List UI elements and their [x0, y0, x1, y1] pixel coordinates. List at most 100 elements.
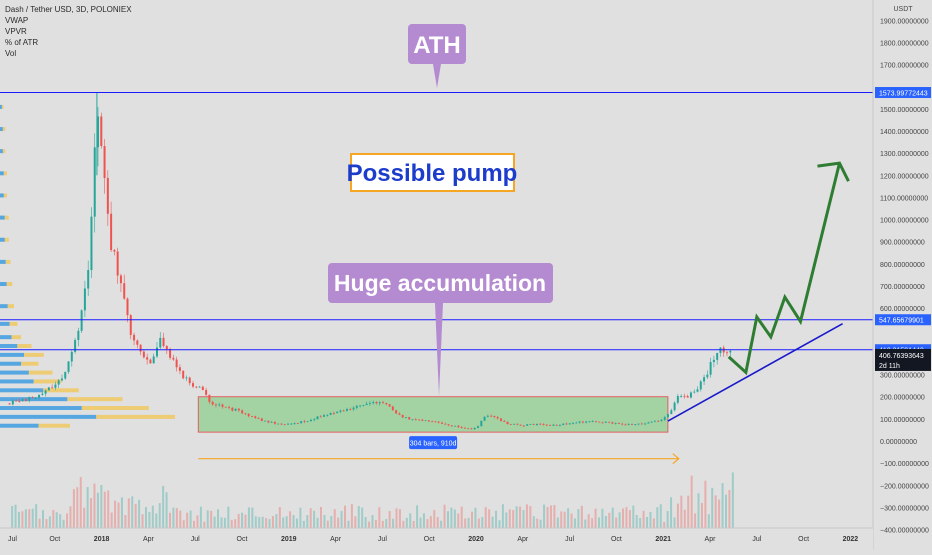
volume-bar	[203, 521, 206, 528]
candle-body	[15, 400, 18, 402]
volume-bar	[172, 507, 175, 528]
candle-body	[290, 423, 293, 425]
volume-bar	[11, 506, 14, 528]
volume-bar	[21, 511, 24, 528]
volume-bar	[539, 519, 542, 528]
candle-body	[116, 251, 119, 276]
accumulation-zone-box[interactable]	[197, 396, 669, 433]
projection-path[interactable]	[727, 162, 841, 376]
indicator-vpvr[interactable]: VPVR	[5, 27, 27, 36]
volume-bar	[580, 505, 583, 528]
candle-body	[594, 421, 597, 422]
candle-body	[414, 419, 417, 421]
candle-body	[480, 420, 483, 427]
candle-body	[214, 404, 217, 406]
volume-bar	[371, 515, 374, 528]
volume-bar	[31, 508, 34, 528]
time-axis-background	[0, 528, 873, 550]
volume-bar	[28, 509, 31, 528]
price-tick-label: −400.00000000	[880, 528, 929, 535]
candle-body	[470, 428, 473, 430]
indicator-atr[interactable]: % of ATR	[5, 38, 39, 47]
accumulation-callout-text: Huge accumulation	[334, 270, 546, 296]
volume-profile-bar-down	[3, 171, 7, 176]
candle-body	[80, 310, 83, 331]
indicator-vwap[interactable]: VWAP	[5, 16, 29, 25]
accumulation-callout-box[interactable]	[328, 263, 553, 303]
candle-body	[424, 420, 427, 422]
candle-body	[283, 424, 286, 426]
candle-body	[103, 146, 106, 178]
volume-profile-bar-up	[0, 321, 10, 326]
candle-body	[142, 351, 145, 358]
volume-profile-bar-up	[0, 127, 3, 132]
volume-profile-bar-down	[7, 304, 14, 309]
candle-body	[457, 425, 460, 428]
volume-bar	[168, 512, 171, 528]
candle-body	[372, 402, 375, 404]
time-tick-label: 2022	[843, 536, 859, 543]
volume-bar	[62, 519, 65, 528]
volume-bar	[227, 506, 230, 528]
volume-bar	[320, 506, 322, 528]
candle-body	[650, 421, 653, 423]
volume-profile-bar-down	[4, 237, 9, 242]
candle-body	[97, 116, 100, 148]
volume-bar	[663, 521, 666, 528]
time-tick-label: Jul	[565, 536, 574, 543]
candle-body	[555, 424, 558, 426]
volume-bar	[694, 513, 697, 528]
candle-body	[28, 397, 31, 401]
candle-body	[234, 408, 237, 411]
volume-bar	[584, 519, 587, 528]
candle-body	[627, 424, 630, 425]
candle-body	[391, 406, 394, 411]
candle-body	[51, 387, 54, 389]
volume-bar	[457, 513, 460, 528]
price-tick-label: 1100.00000000	[880, 195, 928, 202]
volume-bar	[340, 510, 343, 528]
volume-bar	[446, 511, 449, 528]
candle-body	[516, 423, 519, 425]
volume-profile-bar-down	[2, 127, 6, 132]
candle-body	[355, 405, 358, 408]
candle-body	[667, 414, 670, 418]
range-badge	[409, 436, 458, 450]
candle-body	[362, 405, 365, 406]
pump-callout-box[interactable]	[350, 153, 515, 192]
price-level-badge-text: 547.65679901	[879, 318, 924, 325]
candle-body	[326, 414, 329, 416]
volume-bar	[196, 515, 199, 528]
candle-body	[336, 411, 339, 414]
volume-bar	[110, 512, 113, 528]
candle-body	[67, 361, 70, 372]
candle-body	[106, 177, 109, 214]
candle-body	[467, 428, 470, 430]
candle-body	[218, 404, 221, 406]
volume-bar	[635, 515, 638, 528]
volume-bar	[467, 517, 470, 528]
volume-bar	[17, 511, 20, 528]
volume-bar	[433, 509, 436, 528]
candle-body	[339, 410, 342, 412]
volume-bar	[103, 491, 106, 528]
candle-body	[192, 383, 195, 387]
candle-body	[693, 391, 696, 393]
indicator-vol[interactable]: Vol	[5, 49, 17, 58]
candle-body	[119, 275, 122, 284]
candle-body	[313, 419, 316, 421]
pump-callout-text: Possible pump	[347, 160, 518, 187]
volume-profile-bar-up	[0, 237, 5, 242]
time-tick-label: 2019	[281, 536, 297, 543]
volume-bar	[639, 517, 642, 528]
support-trendline[interactable]	[667, 322, 843, 422]
volume-bar	[491, 516, 494, 528]
volume-bar	[680, 495, 683, 528]
candle-body	[41, 393, 44, 395]
volume-bar	[392, 518, 395, 528]
candle-body	[352, 407, 355, 410]
volume-bar	[498, 520, 501, 528]
ath-callout-box[interactable]	[408, 24, 466, 64]
